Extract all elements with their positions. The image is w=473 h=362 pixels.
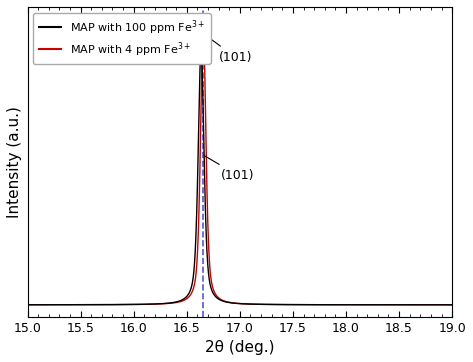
Text: (101): (101) xyxy=(204,156,254,182)
Y-axis label: Intensity (a.u.): Intensity (a.u.) xyxy=(7,106,22,218)
Legend: MAP with 100 ppm Fe$^{3+}$, MAP with 4 ppm Fe$^{3+}$: MAP with 100 ppm Fe$^{3+}$, MAP with 4 p… xyxy=(33,13,210,64)
Text: (101): (101) xyxy=(205,35,252,64)
X-axis label: 2θ (deg.): 2θ (deg.) xyxy=(205,340,275,355)
